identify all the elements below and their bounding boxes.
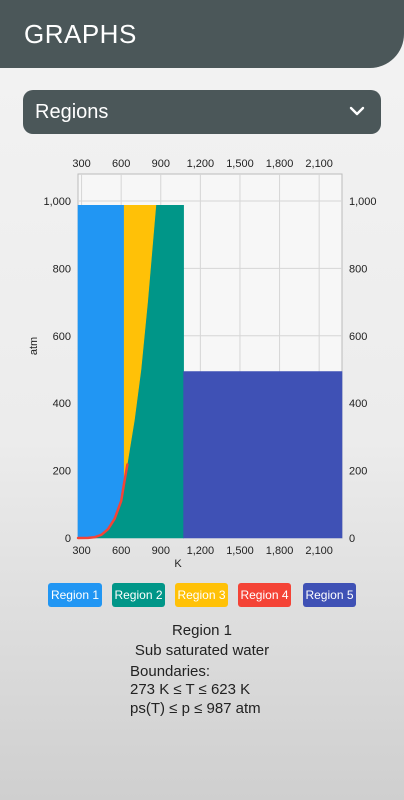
legend-item-region-3[interactable]: Region 3 (175, 583, 228, 607)
x-tick-label-top-6: 2,100 (305, 158, 333, 170)
y-tick-label-left-4: 800 (53, 263, 71, 275)
x-tick-label-bottom-4: 1,500 (226, 545, 254, 557)
region-info-title: Region 1 (171, 622, 233, 639)
x-tick-label-top-5: 1,800 (266, 158, 294, 170)
x-tick-label-bottom-1: 600 (112, 545, 130, 557)
x-tick-label-bottom-6: 2,100 (305, 545, 333, 557)
y-axis-label: atm (28, 337, 40, 355)
legend-item-region-2[interactable]: Region 2 (112, 583, 165, 607)
x-tick-label-bottom-0: 300 (72, 545, 90, 557)
x-tick-label-top-2: 900 (152, 158, 170, 170)
legend-item-region-4[interactable]: Region 4 (238, 583, 291, 607)
y-tick-label-right-5: 1,000 (349, 196, 377, 208)
x-axis-label: K (174, 558, 182, 570)
region-5-area (183, 371, 343, 539)
region-3-area (123, 204, 157, 483)
y-tick-label-left-5: 1,000 (43, 196, 71, 208)
region-boundaries-label: Boundaries: (130, 663, 211, 680)
y-tick-label-left-3: 600 (53, 331, 71, 343)
y-tick-label-right-2: 400 (349, 398, 367, 410)
x-tick-label-bottom-3: 1,200 (187, 545, 215, 557)
region-1-area (77, 204, 125, 539)
legend-item-region-1[interactable]: Region 1 (48, 583, 102, 607)
x-tick-label-top-3: 1,200 (187, 158, 215, 170)
regions-chart[interactable]: 300 300 600 600 900 900 1,200 1,200 1,500 1,500 1,… (0, 150, 404, 575)
y-tick-label-right-0: 0 (349, 533, 355, 545)
y-tick-label-right-3: 600 (349, 331, 367, 343)
graph-type-selected-value: Regions (35, 101, 109, 123)
legend-item-region-5[interactable]: Region 5 (303, 583, 356, 607)
x-tick-label-top-4: 1,500 (226, 158, 254, 170)
region-temperature-boundary: 273 K ≤ T ≤ 623 K (130, 681, 251, 698)
y-tick-label-left-0: 0 (65, 533, 71, 545)
x-tick-label-top-1: 600 (112, 158, 130, 170)
region-info-subtitle: Sub saturated water (134, 642, 270, 659)
y-tick-label-left-2: 400 (53, 398, 71, 410)
region-pressure-boundary: ps(T) ≤ p ≤ 987 atm (130, 700, 261, 717)
page-title: GRAPHS (24, 19, 137, 49)
chevron-down-icon[interactable] (349, 103, 365, 119)
graph-type-select[interactable]: Regions (23, 90, 381, 134)
x-tick-label-bottom-2: 900 (152, 545, 170, 557)
y-tick-label-right-4: 800 (349, 263, 367, 275)
region-4-saturation-line (76, 463, 129, 540)
app-header: GRAPHS (0, 0, 404, 68)
y-tick-label-left-1: 200 (53, 466, 71, 478)
x-tick-label-bottom-5: 1,800 (266, 545, 294, 557)
x-tick-label-top-0: 300 (72, 158, 90, 170)
y-tick-label-right-1: 200 (349, 466, 367, 478)
